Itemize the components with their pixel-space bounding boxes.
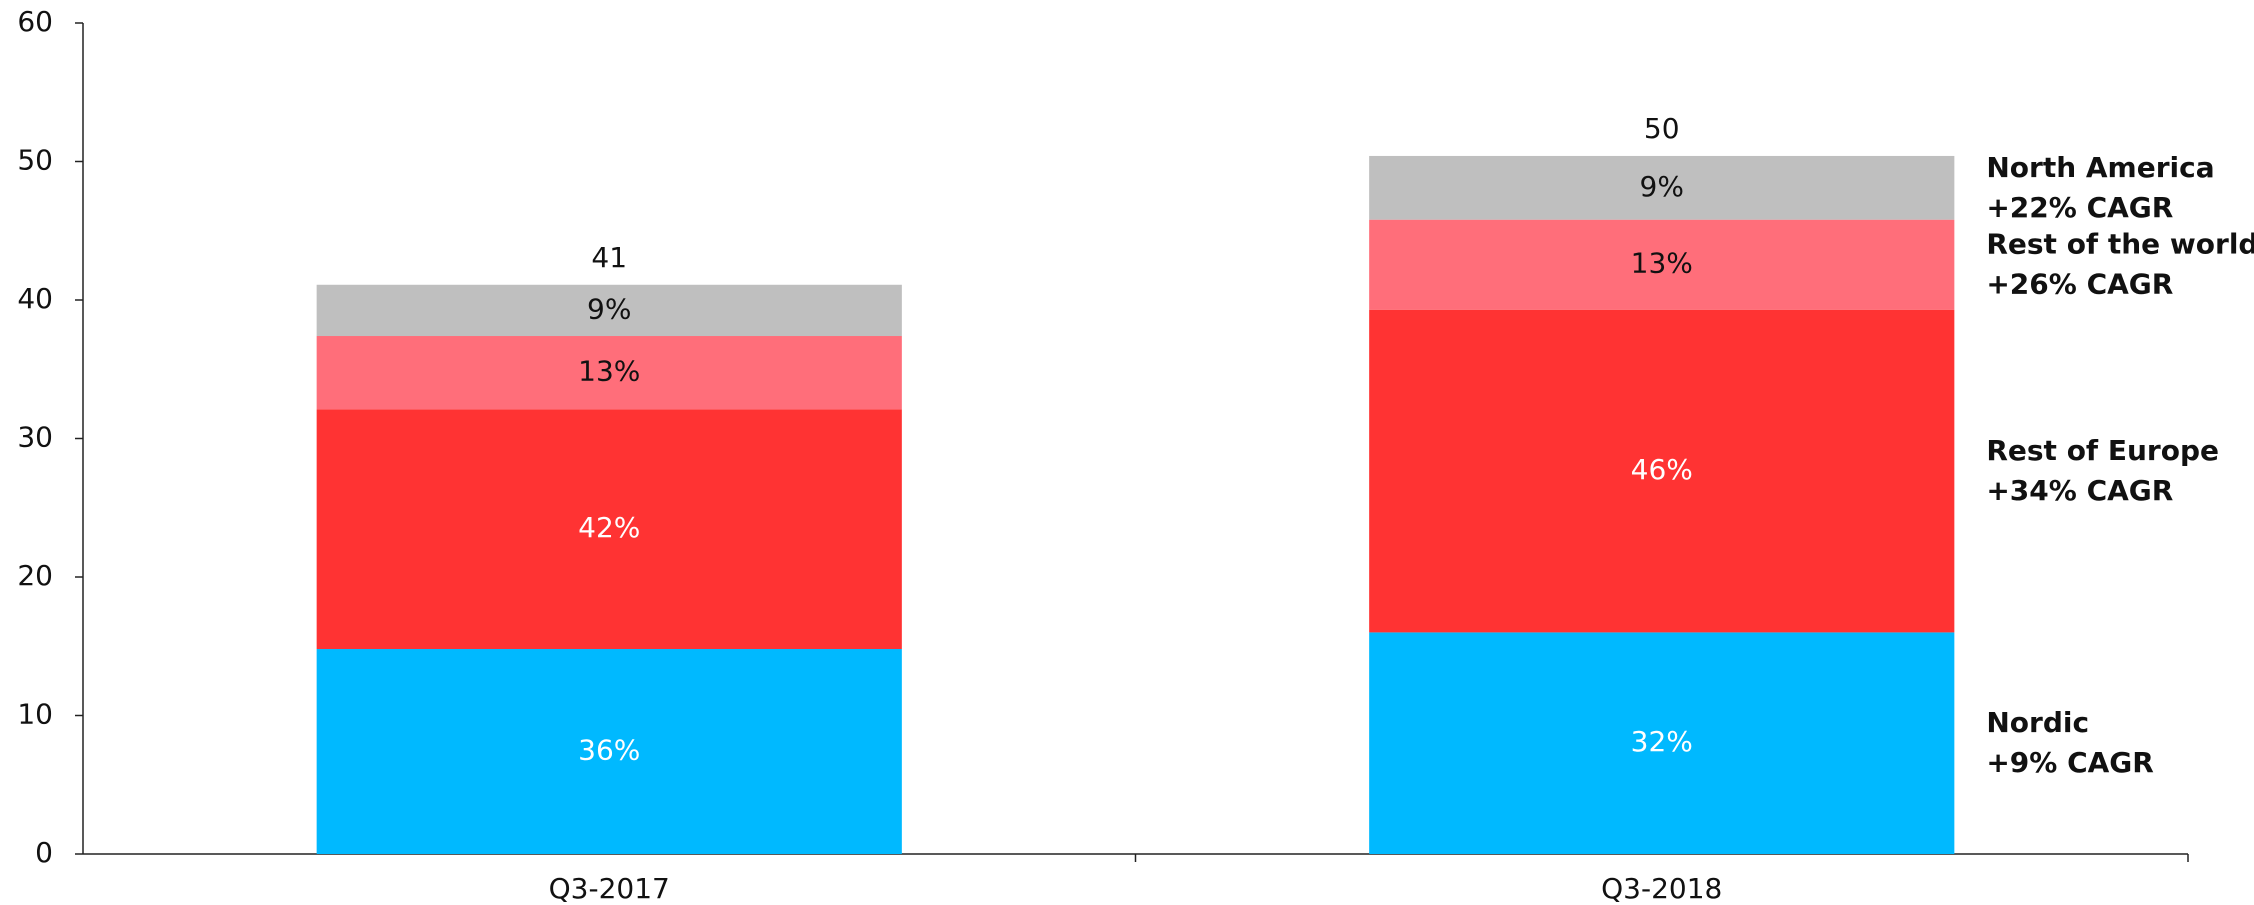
bar-segment: [1369, 309, 1955, 633]
segment-label: 32%: [1631, 725, 1693, 758]
segment-label: 46%: [1631, 453, 1693, 486]
bar-segment: [316, 284, 902, 337]
segment-label: 13%: [578, 355, 640, 388]
segment-label: 36%: [578, 734, 640, 767]
x-tick-label: Q3-2017: [549, 872, 670, 905]
legend-label: North America: [1986, 151, 2214, 184]
segment-label: 42%: [578, 511, 640, 544]
y-tick-label: 50: [17, 144, 53, 177]
segment-label: 9%: [587, 292, 631, 325]
bar-segment: [1369, 219, 1955, 310]
y-tick-label: 40: [17, 282, 53, 315]
y-tick-label: 60: [17, 5, 53, 38]
y-tick-label: 10: [17, 698, 53, 731]
legend-cagr: +26% CAGR: [1986, 268, 2173, 301]
legend-cagr: +9% CAGR: [1986, 746, 2154, 779]
y-tick-label: 20: [17, 559, 53, 592]
bar-segment: [1369, 155, 1955, 220]
legend-label: Rest of Europe: [1986, 434, 2219, 467]
y-tick-label: 30: [17, 421, 53, 454]
bar-segment: [316, 409, 902, 650]
total-label: 41: [591, 241, 627, 274]
bar-segment: [1369, 632, 1955, 854]
x-tick-label: Q3-2018: [1601, 872, 1722, 905]
y-tick-label: 0: [35, 836, 53, 869]
legend-label: Nordic: [1986, 706, 2089, 739]
bar-segment: [316, 336, 902, 410]
total-label: 50: [1644, 112, 1680, 145]
legend-cagr: +22% CAGR: [1986, 191, 2173, 224]
segment-label: 13%: [1631, 247, 1693, 280]
legend-cagr: +34% CAGR: [1986, 474, 2173, 507]
legend-label: Rest of the world: [1986, 228, 2254, 261]
bar-segment: [316, 649, 902, 854]
segment-label: 9%: [1640, 170, 1684, 203]
